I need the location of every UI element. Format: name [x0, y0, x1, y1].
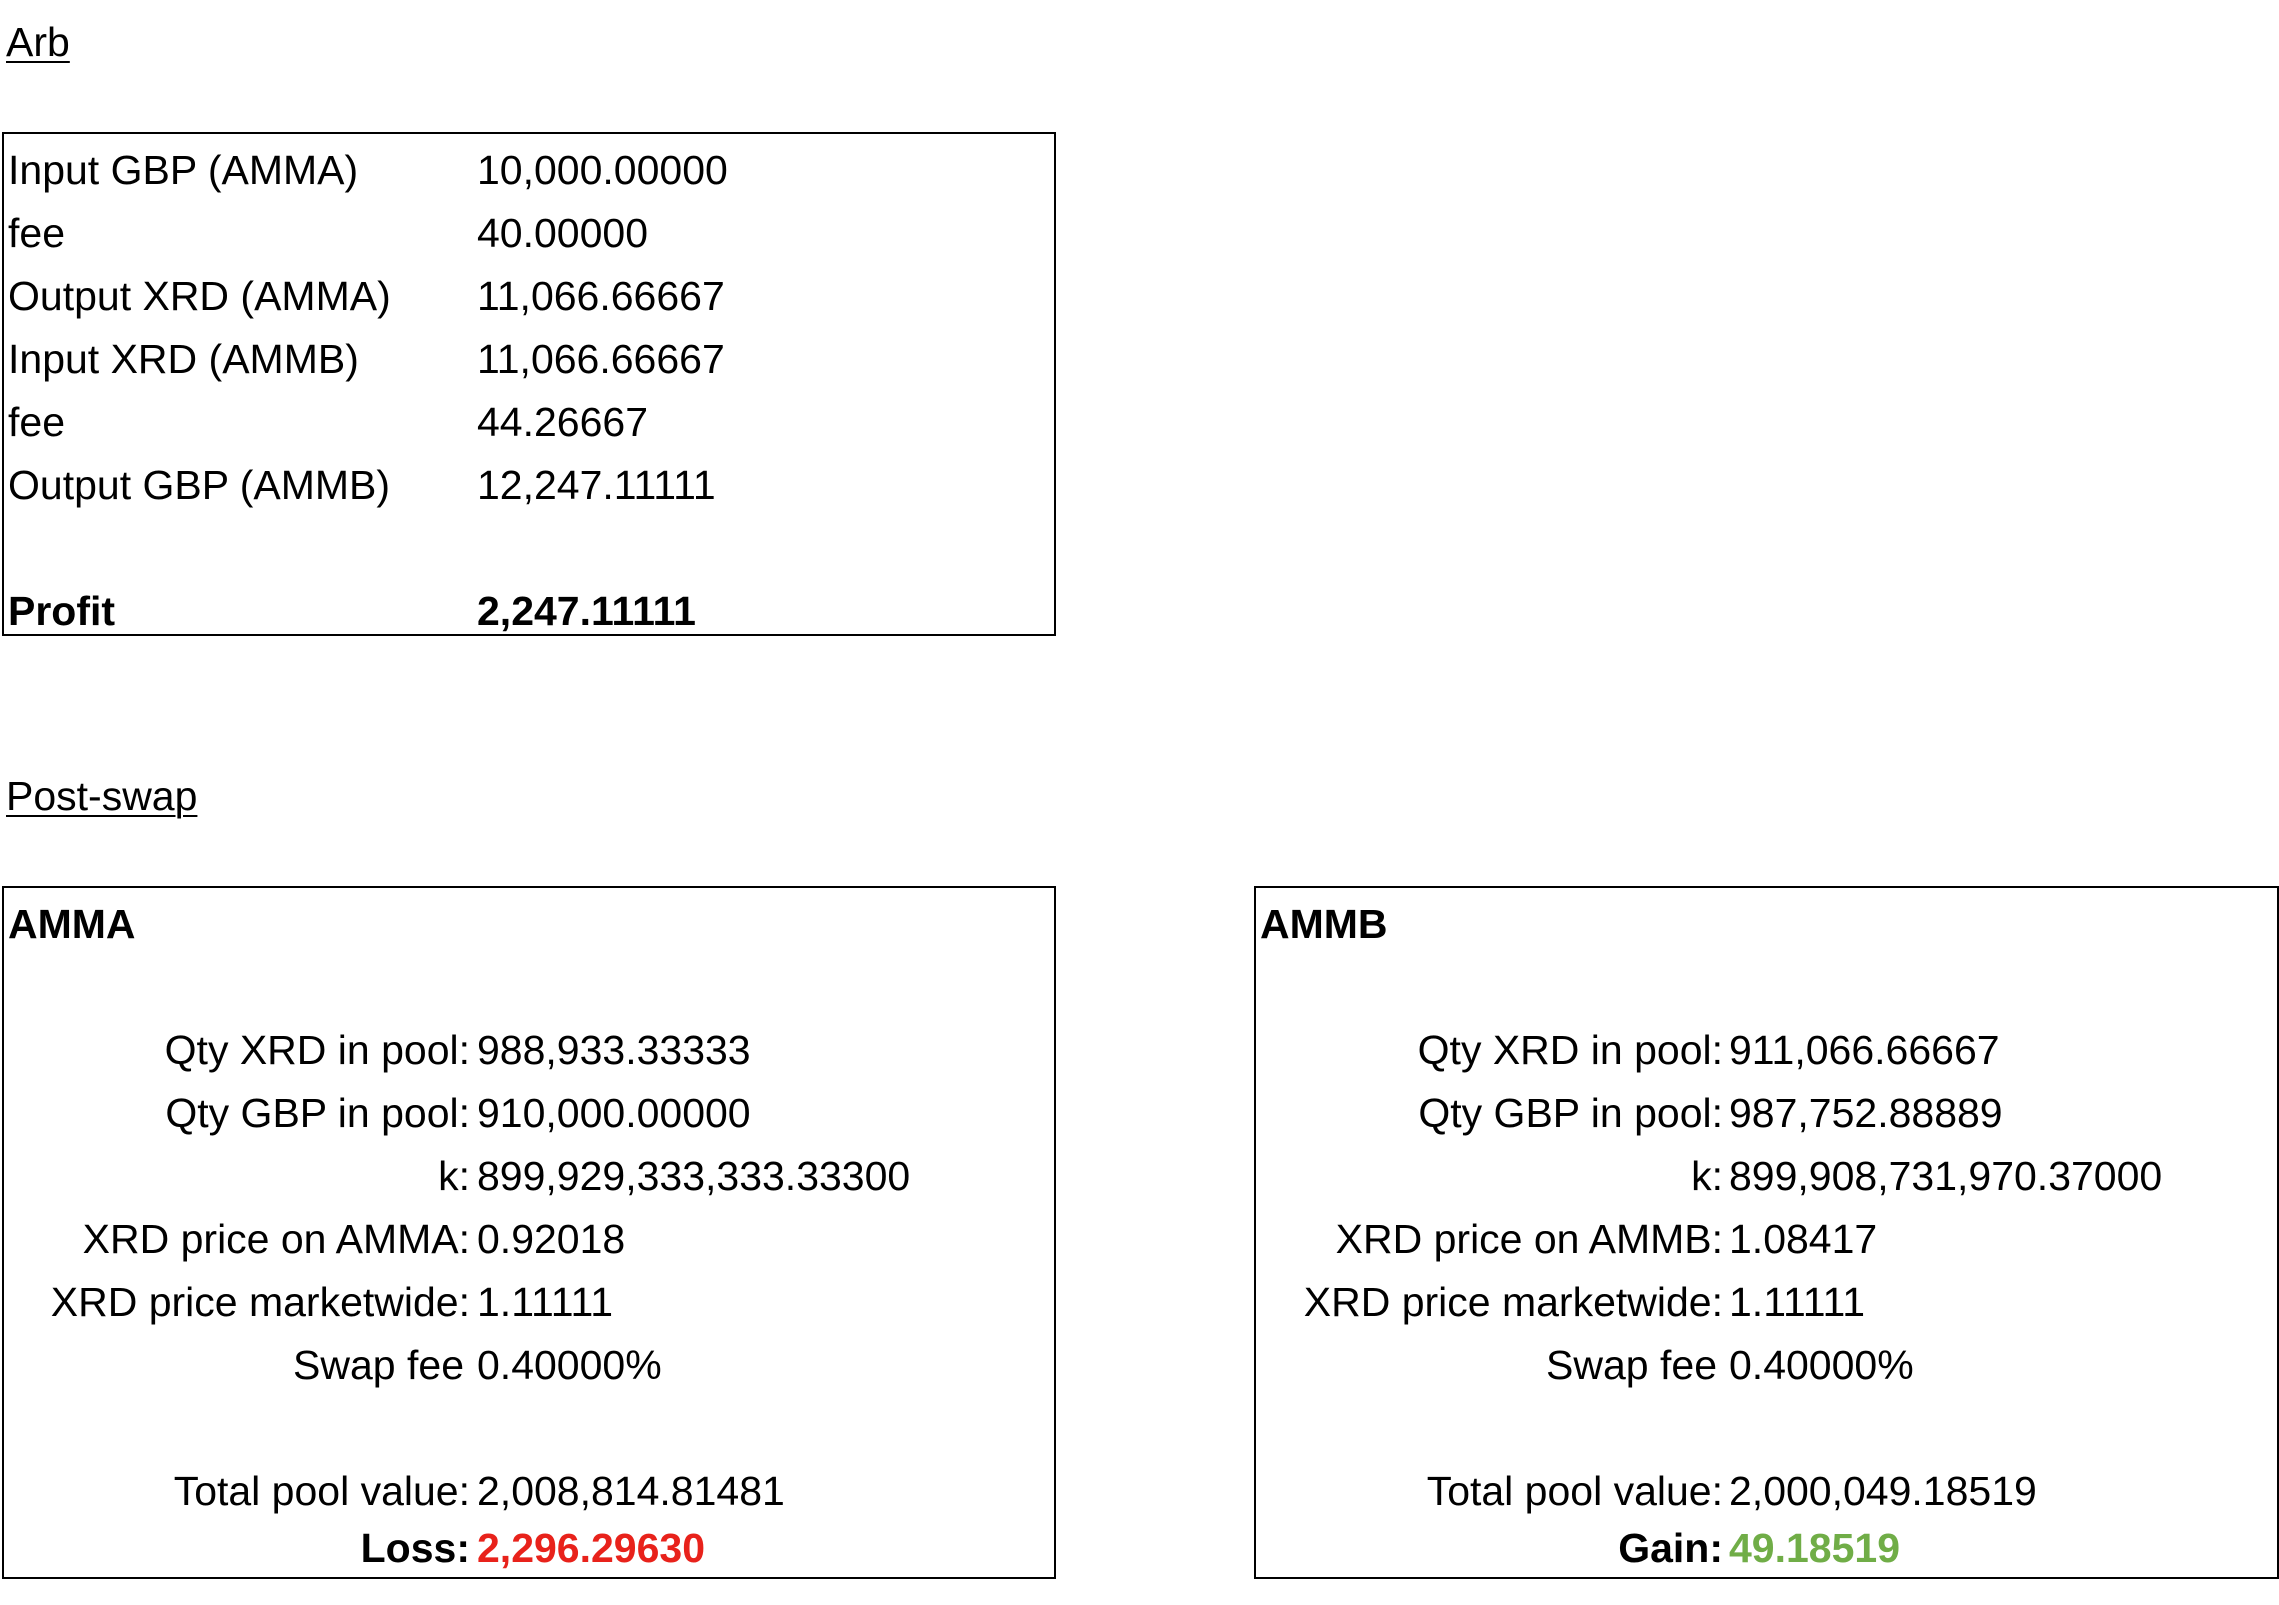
- amma-total-value: 2,008,814.81481: [477, 1468, 785, 1514]
- arb-row: Output XRD (AMMA) 11,066.66667: [4, 265, 1054, 328]
- arb-row-value: 40.00000: [477, 210, 649, 256]
- amma-total-row: Total pool value: 2,008,814.81481: [4, 1460, 1054, 1523]
- arb-row-label: Output GBP (AMMB): [8, 462, 391, 508]
- ammb-row: Swap fee 0.40000%: [1256, 1334, 2277, 1397]
- arb-row-value: 44.26667: [477, 399, 649, 445]
- amma-row-value: 0.40000%: [477, 1342, 662, 1388]
- amma-row-value: 0.92018: [477, 1216, 626, 1262]
- amma-row-value: 988,933.33333: [477, 1027, 751, 1073]
- amma-row: XRD price marketwide: 1.11111: [4, 1271, 1054, 1334]
- ammb-row-value: 1.11111: [1729, 1279, 1866, 1325]
- amma-row: Swap fee 0.40000%: [4, 1334, 1054, 1397]
- amma-row-value: 910,000.00000: [477, 1090, 751, 1136]
- ammb-row: XRD price marketwide: 1.11111: [1256, 1271, 2277, 1334]
- amma-title: AMMA: [8, 901, 136, 947]
- gain-label: Gain:: [1618, 1525, 1723, 1571]
- ammb-row: k: 899,908,731,970.37000: [1256, 1145, 2277, 1208]
- arb-row-value: 11,066.66667: [477, 273, 725, 319]
- arb-row: fee 40.00000: [4, 202, 1054, 265]
- amma-row-label: XRD price on AMMA:: [82, 1216, 470, 1262]
- ammb-gain-row: Gain: 49.18519: [1256, 1517, 2277, 1580]
- amma-row-label: Qty GBP in pool:: [165, 1090, 470, 1136]
- amma-row-label: XRD price marketwide:: [50, 1279, 470, 1325]
- arb-row: fee 44.26667: [4, 391, 1054, 454]
- ammb-title: AMMB: [1260, 901, 1388, 947]
- amma-row: XRD price on AMMA: 0.92018: [4, 1208, 1054, 1271]
- amma-row-value: 899,929,333,333.33300: [477, 1153, 911, 1199]
- arb-row-value: 12,247.11111: [477, 462, 716, 508]
- arb-row-label: fee: [8, 399, 65, 445]
- ammb-total-label: Total pool value:: [1426, 1468, 1723, 1514]
- amma-row: Qty GBP in pool: 910,000.00000: [4, 1082, 1054, 1145]
- arb-row-label: Input XRD (AMMB): [8, 336, 359, 382]
- loss-label: Loss:: [360, 1525, 470, 1571]
- loss-value: 2,296.29630: [477, 1525, 706, 1571]
- ammb-row-value: 987,752.88889: [1729, 1090, 2003, 1136]
- arb-row-value: 11,066.66667: [477, 336, 725, 382]
- ammb-row-value: 0.40000%: [1729, 1342, 1914, 1388]
- ammb-row-value: 899,908,731,970.37000: [1729, 1153, 2163, 1199]
- ammb-row-label: Qty XRD in pool:: [1417, 1027, 1723, 1073]
- ammb-row-label: Swap fee: [1546, 1342, 1717, 1388]
- ammb-row-label: Qty GBP in pool:: [1418, 1090, 1723, 1136]
- gain-value: 49.18519: [1729, 1525, 1901, 1571]
- arb-heading: Arb: [6, 19, 70, 65]
- arb-row-label: Output XRD (AMMA): [8, 273, 391, 319]
- amma-row-value: 1.11111: [477, 1279, 614, 1325]
- ammb-row: Qty XRD in pool: 911,066.66667: [1256, 1019, 2277, 1082]
- post-swap-heading: Post-swap: [6, 773, 198, 819]
- amma-total-label: Total pool value:: [173, 1468, 470, 1514]
- arb-row: Input GBP (AMMA) 10,000.00000: [4, 139, 1054, 202]
- ammb-row-label: k:: [1691, 1153, 1723, 1199]
- ammb-row-label: XRD price on AMMB:: [1335, 1216, 1723, 1262]
- arb-row: Output GBP (AMMB) 12,247.11111: [4, 454, 1054, 517]
- arb-profit-row: Profit 2,247.11111: [4, 580, 1054, 643]
- amma-pool-table: AMMA Qty XRD in pool: 988,933.33333 Qty …: [2, 886, 1056, 1579]
- arb-row-label: fee: [8, 210, 65, 256]
- amma-row: Qty XRD in pool: 988,933.33333: [4, 1019, 1054, 1082]
- ammb-pool-table: AMMB Qty XRD in pool: 911,066.66667 Qty …: [1254, 886, 2279, 1579]
- ammb-row-label: XRD price marketwide:: [1303, 1279, 1723, 1325]
- arb-table: Input GBP (AMMA) 10,000.00000 fee 40.000…: [2, 132, 1056, 636]
- profit-value: 2,247.11111: [477, 588, 696, 634]
- arb-row: Input XRD (AMMB) 11,066.66667: [4, 328, 1054, 391]
- amma-row-label: Qty XRD in pool:: [164, 1027, 470, 1073]
- ammb-row-value: 911,066.66667: [1729, 1027, 2000, 1073]
- ammb-total-row: Total pool value: 2,000,049.18519: [1256, 1460, 2277, 1523]
- amma-row-label: Swap fee: [293, 1342, 464, 1388]
- amma-row-label: k:: [438, 1153, 470, 1199]
- ammb-total-value: 2,000,049.18519: [1729, 1468, 2037, 1514]
- arb-row-value: 10,000.00000: [477, 147, 728, 193]
- ammb-row: XRD price on AMMB: 1.08417: [1256, 1208, 2277, 1271]
- ammb-row-value: 1.08417: [1729, 1216, 1878, 1262]
- arb-row-label: Input GBP (AMMA): [8, 147, 359, 193]
- profit-label: Profit: [8, 588, 116, 634]
- amma-loss-row: Loss: 2,296.29630: [4, 1517, 1054, 1580]
- amma-row: k: 899,929,333,333.33300: [4, 1145, 1054, 1208]
- ammb-row: Qty GBP in pool: 987,752.88889: [1256, 1082, 2277, 1145]
